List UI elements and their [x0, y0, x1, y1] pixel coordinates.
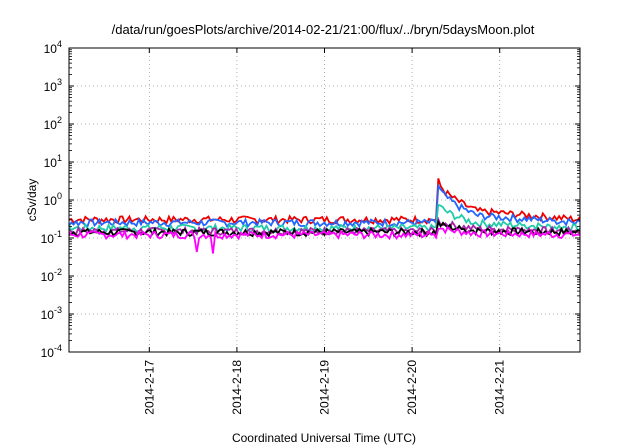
grid	[69, 48, 580, 352]
y-axis: 10-4 10-3 10-2 10-1 100 101 102 103 104	[41, 39, 580, 360]
x-tick-label: 2014-2-21	[493, 360, 507, 415]
series-line	[68, 183, 581, 229]
x-tick-label: 2014-2-17	[142, 360, 156, 415]
y-tick-label: 104	[44, 39, 62, 56]
x-axis: 2014-2-17 2014-2-18 2014-2-19 2014-2-20 2014…	[142, 48, 507, 415]
series-layer	[68, 178, 581, 254]
series-line	[68, 219, 581, 238]
x-tick-label: 2014-2-20	[405, 360, 419, 415]
y-tick-label: 10-4	[41, 343, 62, 360]
y-tick-label: 100	[44, 191, 62, 208]
chart-title: /data/run/goesPlots/archive/2014-02-21/2…	[112, 22, 535, 37]
y-tick-label: 101	[44, 153, 62, 170]
y-tick-label: 103	[44, 77, 62, 94]
y-axis-label: cSv/day	[25, 179, 39, 222]
x-tick-label: 2014-2-19	[318, 360, 332, 415]
y-tick-label: 10-1	[41, 229, 62, 246]
series-line	[68, 225, 581, 254]
y-tick-label: 10-2	[41, 267, 62, 284]
y-tick-label: 102	[44, 115, 62, 132]
x-axis-label: Coordinated Universal Time (UTC)	[232, 431, 416, 445]
y-tick-label: 10-3	[41, 305, 62, 322]
series-line	[68, 216, 581, 237]
series-line	[68, 178, 581, 226]
x-tick-label: 2014-2-18	[230, 360, 244, 415]
